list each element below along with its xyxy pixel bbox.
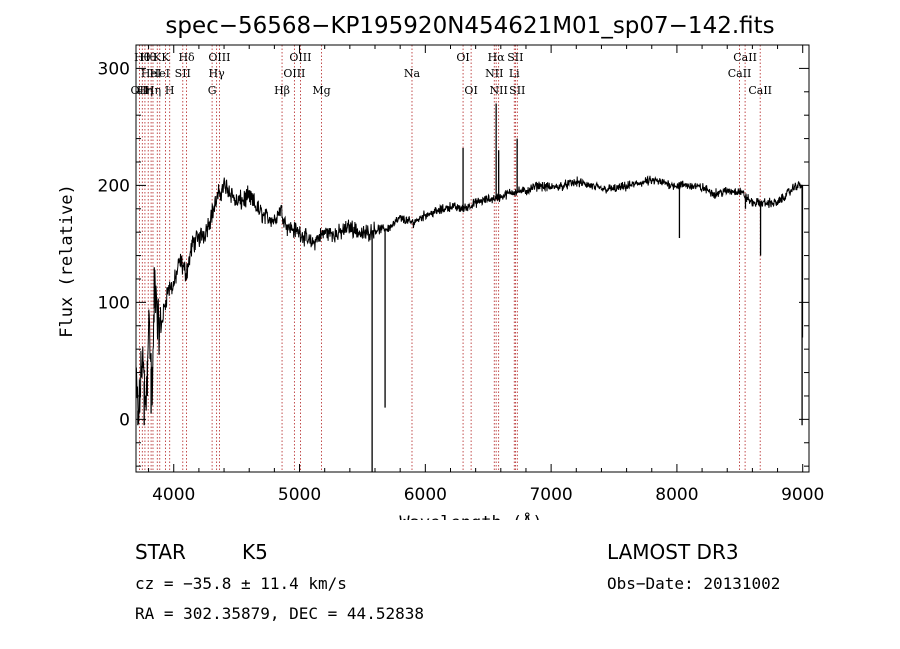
plot-frame [135, 44, 810, 473]
line-marker-label: SII [509, 84, 525, 97]
x-tick-label: 6000 [404, 485, 447, 505]
y-tick-label: 100 [98, 293, 130, 313]
line-marker-label: NII [485, 67, 503, 80]
line-marker-label: Hη [145, 84, 161, 97]
line-marker-label: Na [404, 67, 421, 80]
x-tick-label: 5000 [278, 485, 321, 505]
line-marker-label: HeI [141, 67, 161, 80]
survey-name: LAMOST DR3 [607, 540, 739, 564]
line-marker-label: OIII [289, 51, 311, 64]
line-marker-label: Hθ [134, 51, 151, 64]
line-marker-label: Hα [488, 51, 506, 64]
line-marker-label: CaII [748, 84, 772, 97]
line-marker-label: CaII [733, 51, 757, 64]
x-tick-label: 7000 [529, 485, 572, 505]
obs-date-text: Obs−Date: 20131002 [607, 574, 781, 593]
y-axis-label: Flux (relative) [57, 184, 77, 338]
line-markers [138, 45, 761, 472]
line-marker-label: G [208, 84, 217, 97]
spectrum-series-line [135, 175, 803, 424]
line-marker-label: OII [131, 84, 149, 97]
line-marker-label: Hη [137, 84, 153, 97]
coordinates-text: RA = 302.35879, DEC = 44.52838 [135, 604, 424, 623]
line-marker-label: HeI [150, 67, 170, 80]
spectrum-chart: spec−56568−KP195920N454621M01_sp07−142.f… [57, 13, 824, 520]
line-marker-label: Hβ [274, 84, 290, 97]
line-marker-label: NII [490, 84, 508, 97]
x-tick-label: 4000 [152, 485, 195, 505]
x-tick-label: 9000 [781, 485, 824, 505]
y-tick-label: 300 [98, 59, 130, 79]
y-tick-label: 200 [98, 176, 130, 196]
y-axis-ticks: 0 100 200 300 [98, 44, 809, 467]
line-marker-label: H [165, 84, 175, 97]
redshift-text: cz = −35.8 ± 11.4 km/s [135, 574, 347, 593]
x-axis-label: Wavelength (Å) [399, 511, 542, 520]
x-tick-label: 8000 [655, 485, 698, 505]
spectrum-spikes [137, 103, 804, 472]
line-marker-label: OI [464, 84, 477, 97]
line-marker-label: OIII [283, 67, 305, 80]
line-marker-labels: OIIHθHηHθHeIHηKHeIKHSIIHδGHγOIIIHβOIIIOI… [131, 51, 772, 97]
line-marker-label: Hγ [209, 67, 226, 80]
line-marker-label: SII [507, 51, 523, 64]
line-marker-label: K [161, 51, 170, 64]
object-subclass: K5 [242, 540, 268, 564]
line-marker-label: OI [456, 51, 469, 64]
line-marker-label: Hθ [140, 51, 157, 64]
line-marker-label: K [153, 51, 162, 64]
object-class: STAR [135, 540, 186, 564]
line-marker-label: CaII [728, 67, 752, 80]
line-marker-label: Li [509, 67, 520, 80]
x-axis-ticks: 4000 5000 6000 7000 8000 9000 [148, 45, 824, 505]
y-tick-label: 0 [119, 410, 130, 430]
line-marker-label: OIII [208, 51, 230, 64]
line-marker-label: SII [175, 67, 191, 80]
line-marker-label: Hδ [178, 51, 195, 64]
chart-title: spec−56568−KP195920N454621M01_sp07−142.f… [165, 13, 774, 39]
line-marker-label: Mg [312, 84, 330, 97]
